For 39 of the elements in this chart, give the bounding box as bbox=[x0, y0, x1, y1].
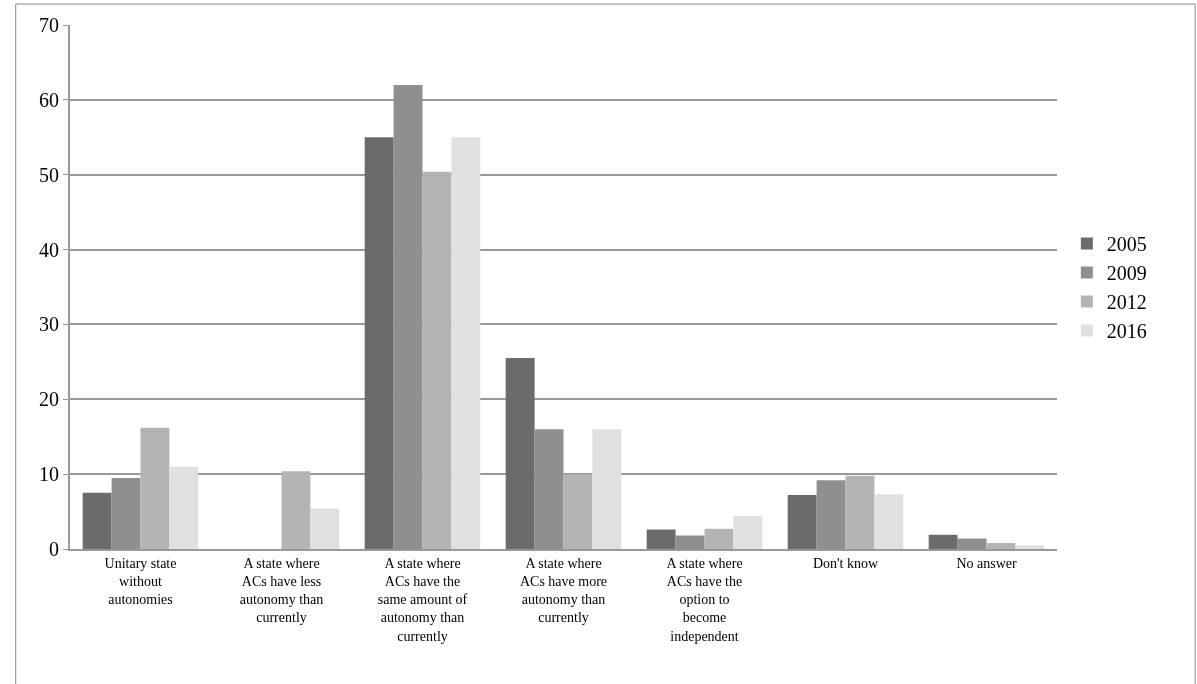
bar bbox=[82, 492, 112, 549]
bar bbox=[1015, 545, 1045, 549]
y-tick-label: 50 bbox=[39, 163, 59, 186]
legend-label: 2009 bbox=[1106, 262, 1147, 285]
bar bbox=[733, 516, 763, 549]
bar bbox=[704, 528, 734, 549]
x-tick-label: A state where ACs have the same amount of autonomy than currently bbox=[377, 555, 468, 644]
bar bbox=[646, 529, 676, 549]
bar bbox=[140, 427, 170, 549]
bar bbox=[874, 494, 904, 549]
x-tick-label: No answer bbox=[956, 555, 1017, 571]
bar bbox=[505, 358, 535, 549]
y-tick-label: 70 bbox=[39, 14, 59, 36]
bar bbox=[787, 495, 817, 549]
bar bbox=[563, 474, 593, 549]
legend-label: 2012 bbox=[1106, 291, 1147, 314]
bar bbox=[845, 475, 875, 549]
bar bbox=[281, 471, 311, 549]
bar bbox=[169, 466, 199, 549]
x-tick-label: A state where ACs have less autonomy than currently bbox=[239, 555, 324, 626]
bar bbox=[986, 543, 1016, 549]
y-tick-label: 60 bbox=[39, 88, 59, 111]
legend-label: 2016 bbox=[1106, 320, 1147, 343]
x-tick-label: A state where ACs have more autonomy than currently bbox=[519, 555, 608, 626]
bar bbox=[928, 534, 958, 549]
y-tick-label: 30 bbox=[39, 313, 59, 336]
bar bbox=[592, 429, 622, 549]
x-tick-label: Don't know bbox=[812, 555, 879, 571]
x-tick-label: Unitary state without autonomies bbox=[104, 555, 177, 608]
bar bbox=[451, 137, 481, 549]
y-tick-label: 40 bbox=[39, 238, 59, 261]
bar bbox=[422, 171, 452, 549]
y-tick-label: 10 bbox=[39, 463, 59, 486]
legend-label: 2005 bbox=[1106, 233, 1147, 256]
y-tick-label: 0 bbox=[49, 538, 59, 560]
bar bbox=[310, 508, 340, 549]
y-tick-label: 20 bbox=[39, 388, 59, 411]
x-tick-label: A state where ACs have the option to become independent bbox=[666, 555, 743, 644]
bar bbox=[364, 137, 394, 549]
